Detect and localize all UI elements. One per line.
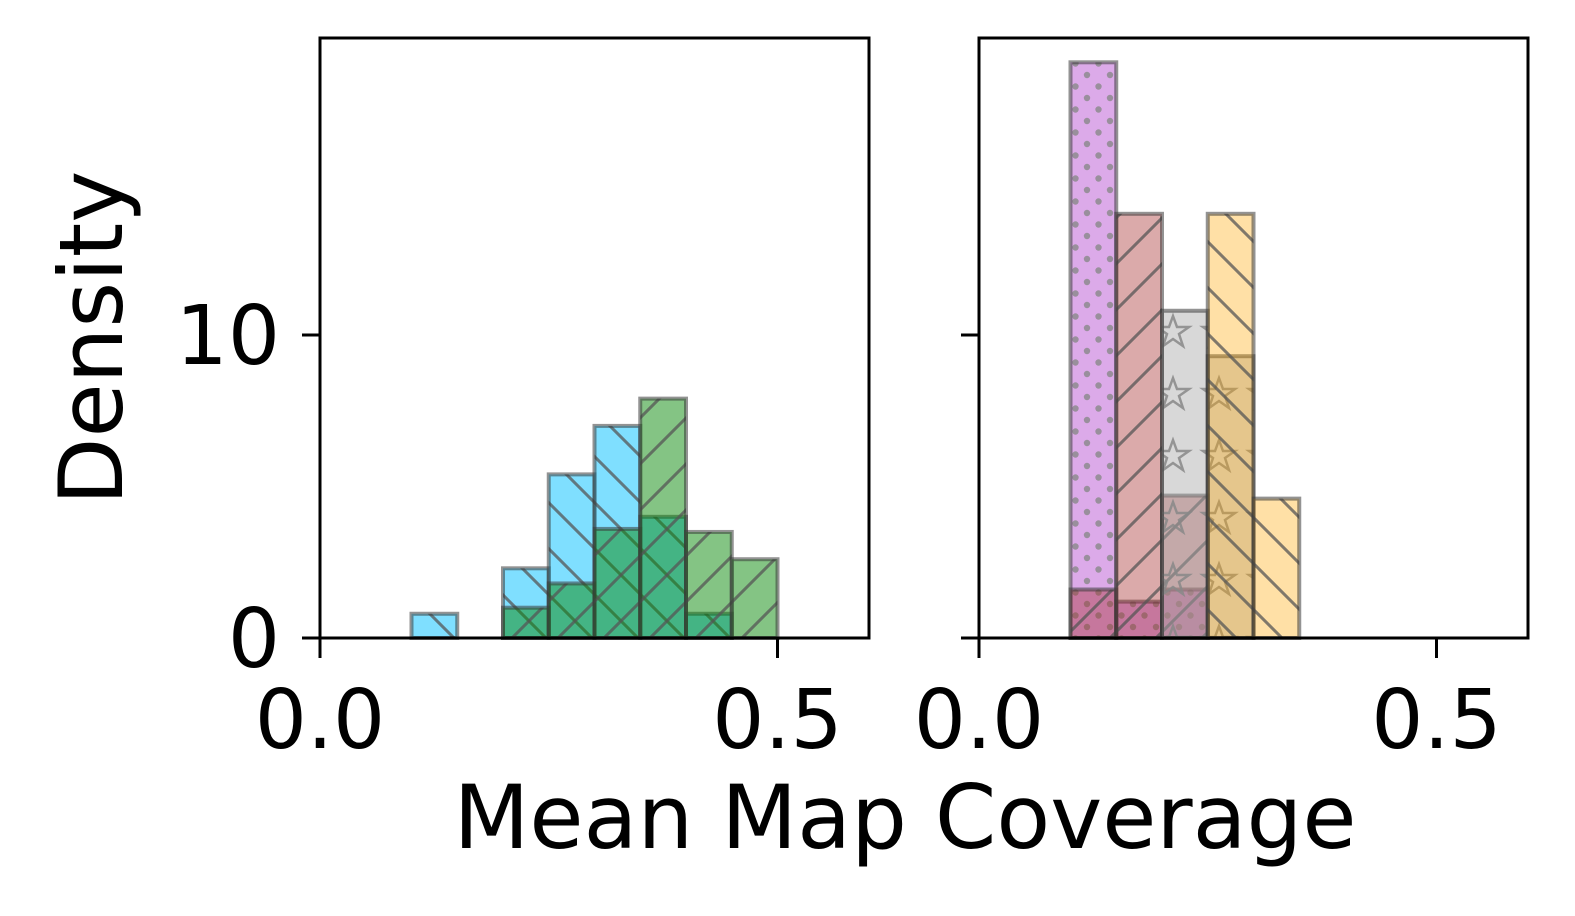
- histogram-bar-outline: [501, 605, 551, 641]
- x-tick-label: 0.0: [914, 673, 1044, 768]
- histogram-bar-outline: [592, 526, 643, 640]
- histogram-bar-outline: [1068, 587, 1119, 641]
- series-1: [501, 396, 780, 641]
- y-tick-label: 0: [228, 592, 280, 687]
- histogram-bar-outline: [684, 529, 734, 641]
- histogram-bar-outline: [1160, 308, 1210, 640]
- x-tick-label: 0.0: [255, 673, 385, 768]
- y-axis-title: Density: [40, 171, 143, 506]
- histogram-bar-outline: [546, 581, 597, 641]
- x-tick-label: 0.5: [712, 673, 842, 768]
- plot-frame: [318, 36, 871, 640]
- histogram-bar-outline: [1205, 211, 1256, 641]
- series-3: [1205, 211, 1302, 641]
- y-tick-label: 10: [176, 289, 280, 384]
- right-histogram-panel: 0.0 0.5: [914, 36, 1530, 768]
- histogram-bar-outline: [1114, 211, 1164, 641]
- histogram-bar-outline: [1068, 60, 1119, 641]
- x-tick-label: 0.5: [1371, 673, 1501, 768]
- plot-frame: [977, 36, 1530, 640]
- histogram-bar-outline: [409, 611, 460, 641]
- left-histogram-panel: 0.0 0.5 0 10: [176, 36, 871, 768]
- histogram-bar-outline: [729, 557, 780, 640]
- histogram-bar-outline: [638, 396, 688, 640]
- x-axis-title: Mean Map Coverage: [453, 766, 1356, 869]
- histogram-bar-outline: [1251, 496, 1302, 640]
